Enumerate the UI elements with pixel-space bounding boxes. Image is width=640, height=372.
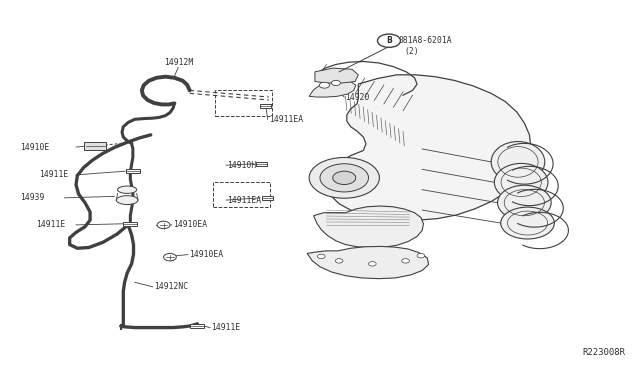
- Text: 14912NC: 14912NC: [154, 282, 188, 291]
- Circle shape: [319, 82, 330, 88]
- Circle shape: [309, 157, 380, 198]
- Circle shape: [402, 259, 410, 263]
- Ellipse shape: [118, 186, 137, 193]
- FancyBboxPatch shape: [124, 222, 137, 226]
- Text: 14910H: 14910H: [227, 161, 257, 170]
- FancyBboxPatch shape: [255, 162, 267, 166]
- Text: 14911EA: 14911EA: [227, 196, 262, 205]
- FancyBboxPatch shape: [126, 169, 140, 173]
- Text: 14910EA: 14910EA: [173, 221, 207, 230]
- FancyBboxPatch shape: [262, 196, 273, 200]
- Circle shape: [164, 253, 176, 261]
- Polygon shape: [307, 246, 429, 279]
- Ellipse shape: [500, 207, 554, 239]
- Circle shape: [369, 262, 376, 266]
- Text: B: B: [386, 36, 392, 45]
- Text: 14912M: 14912M: [164, 58, 193, 67]
- Ellipse shape: [116, 196, 138, 205]
- Text: 14920: 14920: [346, 93, 370, 102]
- Text: R223008R: R223008R: [582, 348, 625, 357]
- Circle shape: [417, 253, 425, 258]
- Polygon shape: [314, 206, 424, 247]
- Text: 14911E: 14911E: [211, 323, 241, 332]
- Text: (2): (2): [404, 47, 419, 56]
- Circle shape: [333, 171, 356, 185]
- FancyBboxPatch shape: [84, 142, 106, 150]
- Polygon shape: [309, 80, 356, 97]
- Ellipse shape: [494, 163, 548, 201]
- Circle shape: [157, 221, 170, 229]
- Text: 14910EA: 14910EA: [189, 250, 223, 259]
- Text: 14939: 14939: [20, 193, 44, 202]
- Ellipse shape: [491, 141, 545, 182]
- Circle shape: [378, 34, 401, 47]
- Polygon shape: [328, 75, 531, 220]
- Text: 14911EA: 14911EA: [269, 115, 303, 124]
- FancyBboxPatch shape: [260, 105, 271, 108]
- Polygon shape: [315, 68, 358, 83]
- Circle shape: [332, 80, 340, 86]
- Text: 14910E: 14910E: [20, 142, 49, 151]
- Text: 14911E: 14911E: [36, 221, 65, 230]
- Ellipse shape: [497, 185, 551, 220]
- Circle shape: [335, 259, 343, 263]
- Text: 081A8-6201A: 081A8-6201A: [399, 36, 452, 45]
- FancyBboxPatch shape: [191, 324, 204, 328]
- Text: 14911E: 14911E: [39, 170, 68, 179]
- Circle shape: [317, 254, 325, 259]
- Circle shape: [320, 164, 369, 192]
